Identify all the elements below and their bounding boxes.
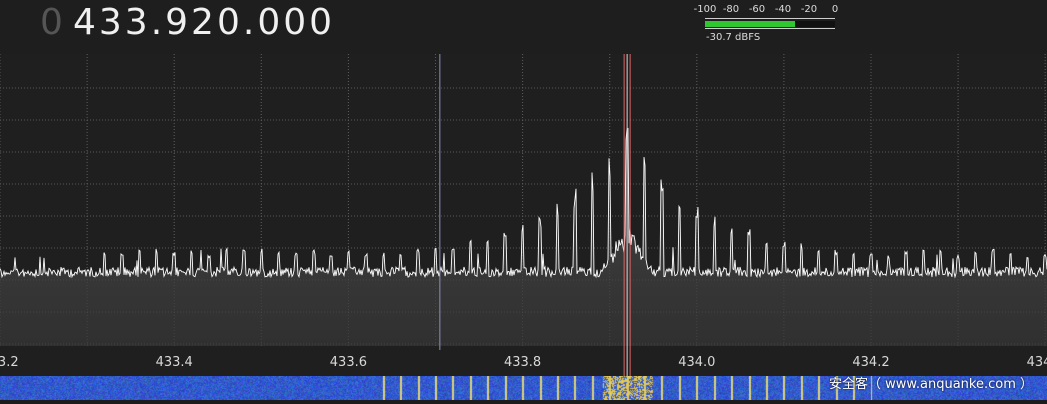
waterfall-display[interactable] (0, 376, 1047, 400)
tuning-indicator[interactable] (623, 54, 631, 376)
meter-base-line (705, 28, 835, 29)
waterfall-canvas (0, 376, 1047, 400)
frequency-leading-digit[interactable]: 0 (40, 2, 66, 43)
meter-bar-fill (705, 21, 796, 27)
meter-scale-label: -100 (693, 4, 717, 15)
signal-level-meter: -100 -80 -60 -40 -20 0 -30.7 dBFS (694, 4, 839, 48)
meter-bar-track (705, 21, 835, 27)
frequency-bar: 0 433.920.000 -100 -80 -60 -40 -20 0 -30.7 dB… (0, 0, 1047, 54)
meter-scale-label: 0 (831, 4, 839, 15)
meter-scale-label: -20 (800, 4, 818, 15)
frequency-axis-label: 433.6 (330, 355, 367, 370)
meter-scale-line (705, 18, 835, 19)
frequency-axis-label: 434.4 (1027, 355, 1047, 370)
meter-scale-label: -60 (748, 4, 766, 15)
meter-scale-label: -40 (774, 4, 792, 15)
frequency-axis-label: 434.0 (678, 355, 715, 370)
frequency-axis-label: 433.8 (504, 355, 541, 370)
watermark-text: 安全客（ www.anquanke.com ） (829, 377, 1033, 392)
frequency-display[interactable]: 433.920.000 (73, 2, 336, 43)
spectrum-plot[interactable]: 433.2 433.4 433.6 433.8 434.0 434.2 434.4 (0, 54, 1047, 376)
frequency-axis: 433.2 433.4 433.6 433.8 434.0 434.2 434.4 (0, 355, 1047, 370)
spectrum-grid-overlay (0, 54, 1047, 346)
spectrum-fill (0, 128, 1047, 346)
frequency-axis-label: 433.2 (0, 355, 19, 370)
spectrum-trace (0, 127, 1047, 279)
meter-scale-label: -80 (722, 4, 740, 15)
frequency-axis-label: 434.2 (852, 355, 889, 370)
frequency-axis-label: 433.4 (156, 355, 193, 370)
meter-readout: -30.7 dBFS (706, 32, 761, 43)
